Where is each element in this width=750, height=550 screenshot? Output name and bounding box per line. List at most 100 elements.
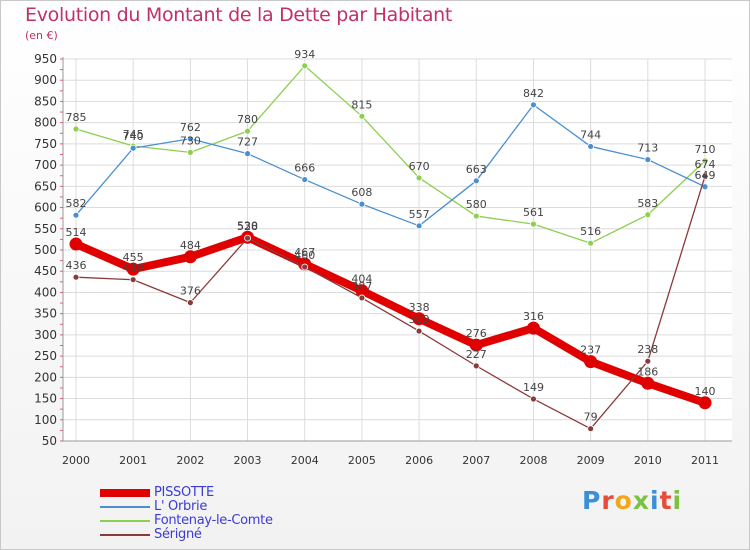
y-tick-label: 950: [34, 52, 57, 66]
legend-swatch: [100, 534, 150, 536]
data-label: 670: [409, 160, 430, 173]
data-point-2: [358, 112, 366, 120]
legend-label: L' Orbrie: [154, 499, 208, 514]
data-label: 710: [695, 143, 716, 156]
data-label: 186: [637, 365, 658, 378]
data-label: 762: [180, 121, 201, 134]
series-line-2: [75, 65, 706, 244]
data-label: 376: [180, 285, 201, 298]
data-label: 582: [66, 197, 87, 210]
legend-item: PISSOTTE: [100, 485, 320, 500]
logo-letter: i: [672, 486, 683, 515]
data-point-3: [472, 362, 480, 370]
data-point-1: [301, 176, 309, 183]
y-tick-label: 400: [34, 285, 57, 299]
data-label: 436: [66, 259, 87, 272]
data-label: 842: [523, 87, 544, 100]
data-point-0: [183, 250, 197, 264]
data-point-1: [644, 156, 652, 163]
y-tick-label: 100: [34, 413, 57, 427]
data-label: 528: [237, 220, 258, 233]
data-point-2: [186, 148, 194, 156]
data-point-2: [72, 125, 80, 133]
data-label: 484: [180, 239, 201, 252]
series-line-1: [75, 104, 706, 227]
data-label: 514: [66, 226, 87, 239]
data-point-2: [644, 211, 652, 219]
x-tick-label: 2000: [62, 454, 90, 467]
x-tick-label: 2002: [176, 454, 204, 467]
logo-letter: t: [659, 486, 673, 515]
x-tick-label: 2006: [405, 454, 433, 467]
data-point-3: [530, 395, 537, 403]
data-label: 649: [695, 169, 716, 182]
y-tick-label: 150: [34, 392, 57, 406]
data-point-3: [644, 357, 652, 365]
proxiti-logo: Proxiti: [582, 486, 682, 515]
data-point-3: [129, 276, 137, 284]
data-point-0: [584, 355, 598, 369]
data-point-3: [587, 425, 595, 433]
y-tick-label: 800: [34, 116, 57, 130]
data-label: 455: [123, 251, 144, 264]
data-label: 608: [351, 186, 372, 199]
y-tick-label: 750: [34, 137, 57, 151]
x-tick-label: 2007: [462, 454, 490, 467]
data-label: 227: [466, 348, 487, 361]
data-label: 780: [237, 113, 258, 126]
data-point-2: [415, 174, 423, 182]
data-label: 815: [351, 98, 372, 111]
data-label: 530: [237, 219, 258, 232]
y-tick-label: 350: [34, 307, 57, 321]
unit-label: (en €): [25, 29, 58, 42]
data-label: 149: [523, 381, 544, 394]
x-tick-label: 2004: [291, 454, 319, 467]
data-label: 140: [695, 385, 716, 398]
data-point-1: [72, 211, 80, 219]
data-point-1: [186, 135, 194, 143]
data-point-0: [412, 312, 426, 326]
y-tick-label: 900: [34, 73, 57, 87]
x-tick-label: 2005: [348, 454, 376, 467]
data-label: 561: [523, 206, 544, 219]
data-point-0: [698, 396, 712, 410]
y-tick-label: 600: [34, 201, 57, 215]
series-line-0: [74, 233, 707, 407]
legend: PISSOTTE L' Orbrie Fontenay-le-Comte Sérign…: [100, 485, 320, 542]
data-label: 79: [584, 411, 598, 424]
logo-letter: o: [614, 486, 633, 515]
y-tick-label: 650: [34, 179, 57, 193]
data-label: 934: [294, 48, 315, 61]
logo-letter: i: [650, 486, 660, 515]
data-label: 338: [409, 301, 430, 314]
x-tick-label: 2003: [234, 454, 262, 467]
data-point-2: [701, 157, 709, 165]
data-point-0: [641, 376, 655, 390]
data-point-0: [526, 321, 540, 335]
legend-item: L' Orbrie: [100, 499, 320, 514]
logo-letter: r: [601, 486, 615, 515]
data-label: 430: [123, 262, 144, 275]
data-label: 583: [637, 197, 658, 210]
data-point-3: [244, 234, 251, 242]
data-label: 516: [580, 225, 601, 238]
data-label: 557: [409, 208, 430, 221]
y-tick-label: 200: [34, 370, 57, 384]
data-point-3: [301, 263, 309, 271]
data-point-0: [355, 284, 369, 298]
y-tick-label: 700: [34, 158, 57, 172]
logo-letter: x: [632, 486, 650, 515]
data-label: 730: [180, 134, 201, 147]
x-tick-label: 2010: [634, 454, 662, 467]
y-tick-label: 500: [34, 243, 57, 257]
data-label: 785: [66, 111, 87, 124]
data-label: 467: [294, 246, 315, 259]
data-point-1: [358, 200, 366, 208]
data-label: 727: [237, 136, 258, 149]
data-label: 237: [580, 344, 601, 357]
legend-swatch: [100, 520, 150, 522]
data-label: 460: [294, 249, 315, 262]
data-label: 309: [409, 313, 430, 326]
data-label: 663: [466, 163, 487, 176]
legend-label: Fontenay-le-Comte: [154, 513, 273, 528]
